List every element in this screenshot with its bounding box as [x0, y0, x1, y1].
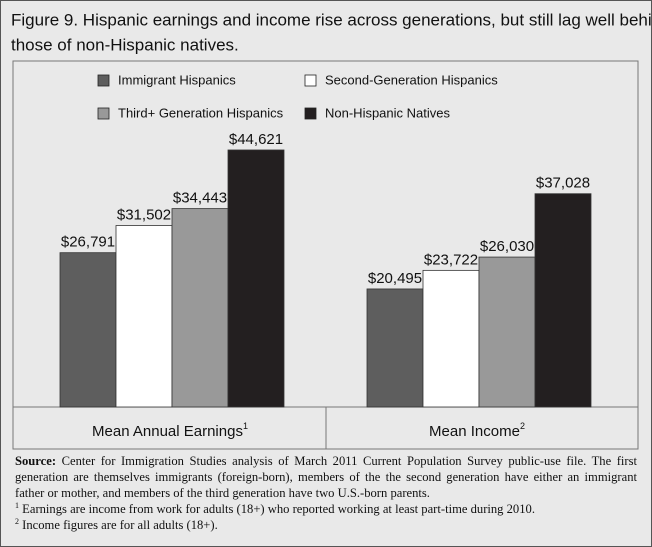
- bar: [115, 225, 173, 408]
- bar: [534, 193, 592, 408]
- value-label: $20,495: [368, 270, 422, 287]
- note-text: Earnings are income from work for adults…: [22, 502, 535, 516]
- value-label: $26,030: [480, 238, 534, 255]
- footnotes: Source: Center for Immigration Studies a…: [15, 453, 637, 533]
- note: 2 Income figures are for all adults (18+…: [15, 517, 637, 533]
- source: Source: Center for Immigration Studies a…: [15, 453, 637, 501]
- category-name: Mean Annual Earnings: [92, 423, 243, 440]
- category-name: Mean Income: [429, 423, 520, 440]
- legend-label: Non-Hispanic Natives: [325, 105, 450, 120]
- category-mark: 1: [243, 421, 248, 431]
- note: 1 Earnings are income from work for adul…: [15, 501, 637, 517]
- chart-title: those of non-Hispanic natives.: [11, 35, 239, 54]
- bar: [422, 269, 480, 408]
- legend-swatch: [97, 74, 110, 87]
- note-text: Income figures are for all adults (18+).: [22, 518, 218, 532]
- bar: [227, 149, 285, 408]
- note-mark: 1: [15, 501, 19, 510]
- note-mark: 2: [15, 517, 19, 526]
- legend-label: Third+ Generation Hispanics: [118, 105, 284, 120]
- legend-swatch: [97, 107, 110, 120]
- bar: [59, 252, 117, 408]
- category-mark: 2: [520, 421, 525, 431]
- value-label: $44,621: [229, 131, 283, 148]
- bar: [171, 208, 229, 408]
- legend-label: Second-Generation Hispanics: [325, 72, 498, 87]
- x-tick-label: Mean Annual Earnings1: [92, 421, 248, 440]
- source-text: Center for Immigration Studies analysis …: [15, 454, 638, 500]
- chart-title: Figure 9. Hispanic earnings and income r…: [11, 10, 651, 29]
- x-tick-label: Mean Income2: [429, 421, 525, 440]
- bar: [366, 288, 424, 408]
- legend-label: Immigrant Hispanics: [118, 72, 236, 87]
- legend-swatch: [304, 74, 317, 87]
- value-label: $23,722: [424, 251, 478, 268]
- value-label: $31,502: [117, 207, 171, 224]
- value-label: $26,791: [61, 234, 115, 251]
- legend-swatch: [304, 107, 317, 120]
- bar: [478, 256, 536, 408]
- value-label: $37,028: [536, 175, 590, 192]
- value-label: $34,443: [173, 190, 227, 207]
- source-label: Source:: [15, 454, 57, 468]
